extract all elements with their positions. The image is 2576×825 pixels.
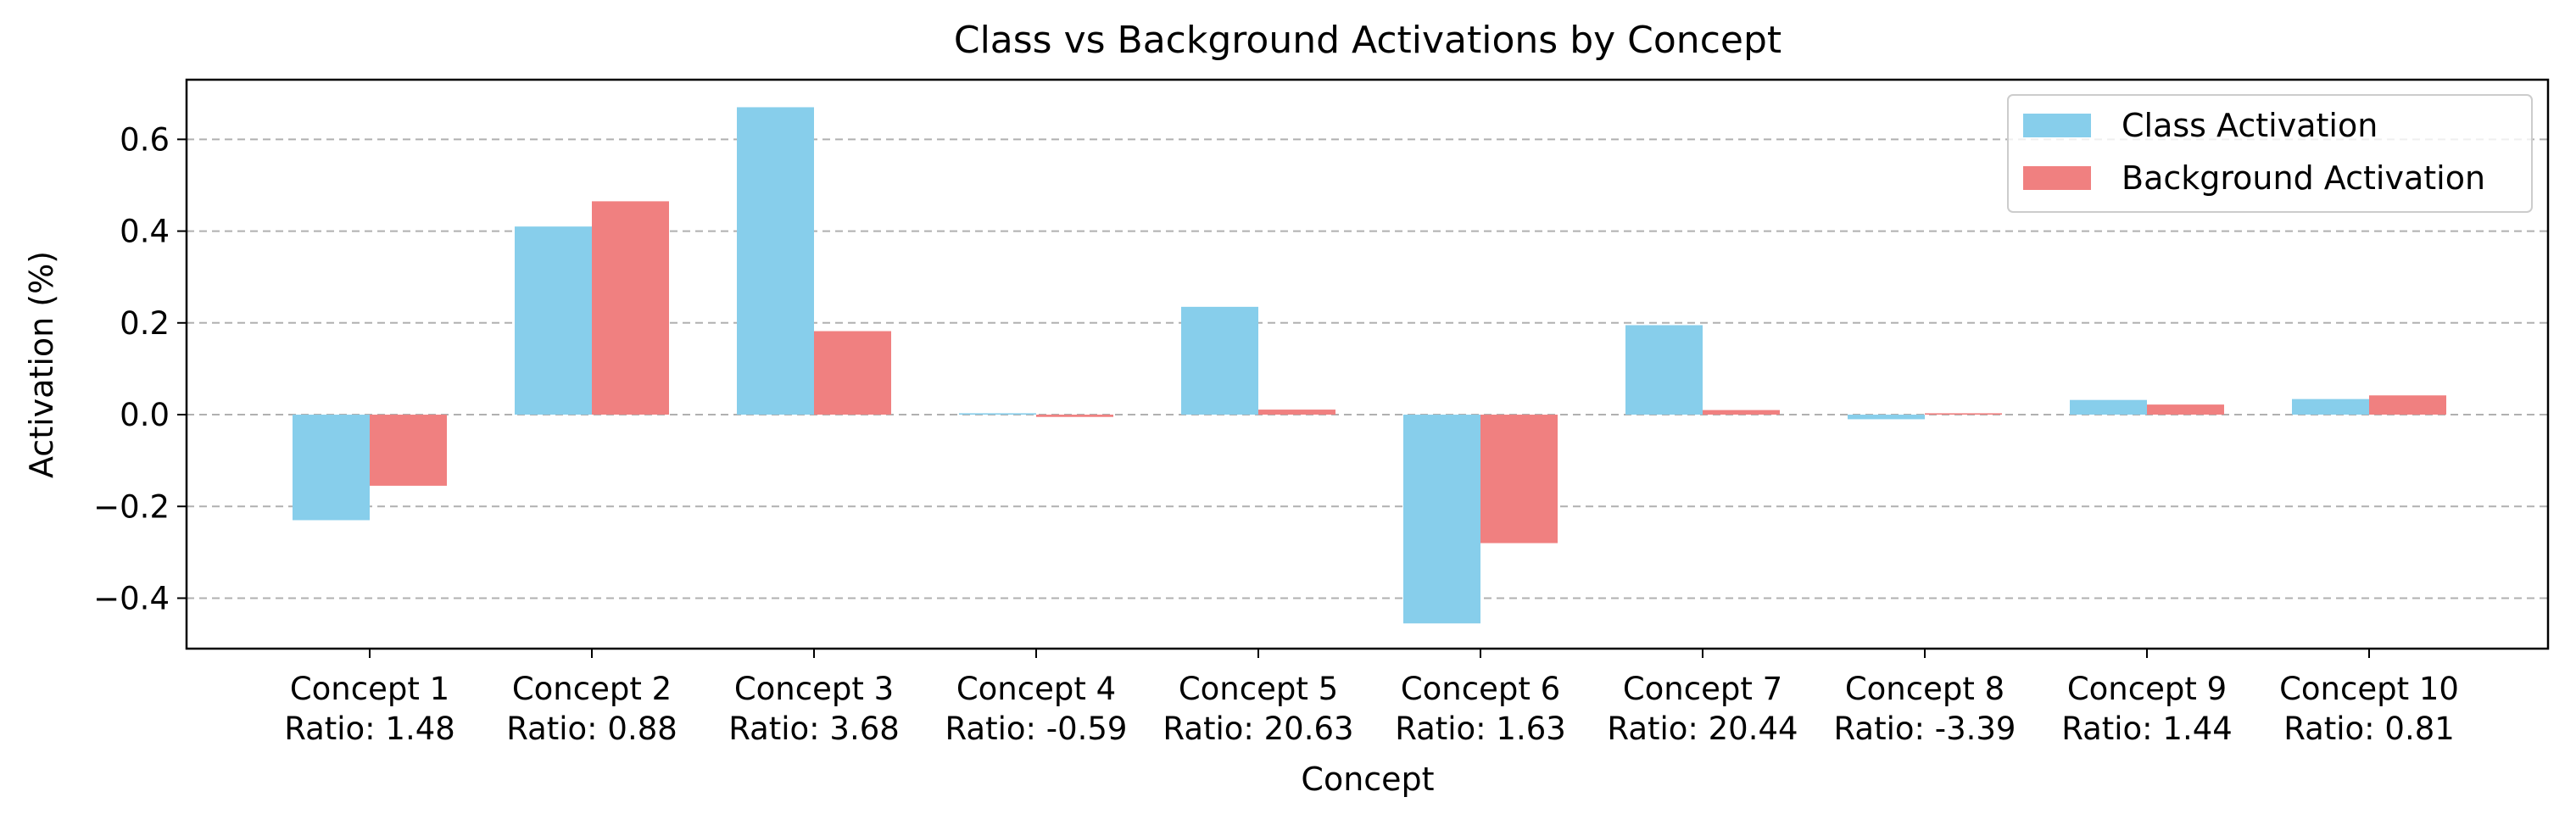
- class-activation-bar: [1181, 306, 1258, 415]
- background-activation-bar: [814, 331, 891, 415]
- legend-swatch-class: [2023, 114, 2091, 137]
- legend-label-class: Class Activation: [2122, 107, 2378, 144]
- x-tick-sublabel: Ratio: -0.59: [945, 711, 1128, 747]
- x-tick-label: Concept 3: [734, 671, 894, 707]
- y-tick-label: −0.2: [93, 488, 170, 525]
- x-tick-label: Concept 8: [1845, 671, 2004, 707]
- bars: [293, 107, 2446, 624]
- x-tick-label: Concept 9: [2067, 671, 2227, 707]
- background-activation-bar: [1925, 413, 2002, 415]
- class-activation-bar: [2070, 399, 2147, 415]
- y-tick-label: 0.4: [120, 214, 170, 250]
- class-activation-bar: [737, 107, 814, 415]
- y-tick-label: 0.6: [120, 121, 170, 158]
- background-activation-bar: [2369, 395, 2446, 415]
- background-activation-bar: [1036, 415, 1113, 417]
- class-activation-bar: [515, 226, 592, 415]
- legend-swatch-background: [2023, 166, 2091, 190]
- class-activation-bar: [1403, 415, 1480, 624]
- x-tick-sublabel: Ratio: 0.81: [2283, 711, 2455, 747]
- x-tick-sublabel: Ratio: 1.63: [1395, 711, 1566, 747]
- x-tick-sublabel: Ratio: 20.63: [1163, 711, 1353, 747]
- y-axis: −0.4 −0.2 0.0 0.2 0.4 0.6: [93, 121, 187, 616]
- class-activation-bar: [1848, 415, 1925, 420]
- x-tick-sublabel: Ratio: 0.88: [506, 711, 677, 747]
- x-tick-sublabel: Ratio: 20.44: [1607, 711, 1798, 747]
- y-tick-label: 0.0: [120, 397, 170, 433]
- legend: Class Activation Background Activation: [2007, 94, 2533, 213]
- plot-frame: [185, 78, 2550, 650]
- x-axis: Concept 1 Ratio: 1.48 Concept 2 Ratio: 0.88…: [284, 649, 2459, 747]
- class-activation-bar: [959, 413, 1036, 415]
- y-tick-label: −0.4: [93, 580, 170, 616]
- x-tick-label: Concept 6: [1401, 671, 1560, 707]
- x-tick-label: Concept 2: [512, 671, 672, 707]
- y-tick-label: 0.2: [120, 305, 170, 342]
- x-tick-sublabel: Ratio: 3.68: [728, 711, 900, 747]
- background-activation-bar: [1703, 410, 1780, 415]
- class-activation-bar: [2292, 399, 2369, 415]
- class-activation-bar: [1625, 325, 1703, 415]
- background-activation-bar: [1480, 415, 1558, 543]
- chart-title: Class vs Background Activations by Conce…: [954, 19, 1781, 62]
- x-tick-label: Concept 4: [956, 671, 1116, 707]
- x-tick-label: Concept 5: [1179, 671, 1338, 707]
- legend-box: [2007, 94, 2533, 213]
- x-axis-label: Concept: [1301, 761, 1434, 798]
- x-tick-label: Concept 7: [1623, 671, 1782, 707]
- background-activation-bar: [2147, 404, 2224, 415]
- class-activation-bar: [293, 415, 370, 521]
- x-tick-label: Concept 1: [290, 671, 449, 707]
- legend-label-background: Background Activation: [2122, 159, 2485, 197]
- background-activation-bar: [1258, 410, 1335, 415]
- background-activation-bar: [592, 201, 669, 415]
- y-axis-label: Activation (%): [23, 251, 60, 478]
- background-activation-bar: [370, 415, 447, 486]
- x-tick-sublabel: Ratio: -3.39: [1834, 711, 2016, 747]
- x-tick-sublabel: Ratio: 1.44: [2061, 711, 2233, 747]
- x-tick-label: Concept 10: [2279, 671, 2459, 707]
- x-tick-sublabel: Ratio: 1.48: [284, 711, 455, 747]
